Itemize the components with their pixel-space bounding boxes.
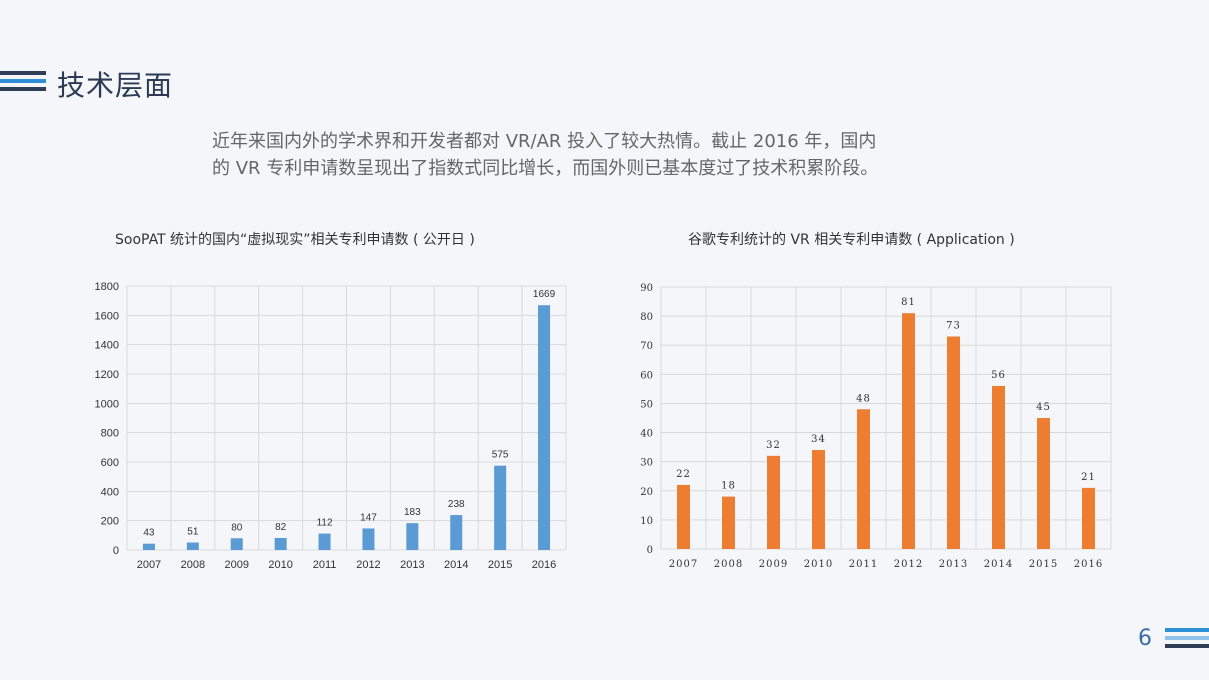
y-tick-label: 1200 [95,369,119,381]
x-tick-label: 2008 [714,559,743,570]
data-label-2008: 51 [187,527,199,538]
footer-decoration-lines [1165,628,1209,652]
bar-2012 [362,528,375,550]
data-label-2016: 1669 [533,289,556,300]
x-tick-label: 2007 [669,559,698,570]
y-tick-label: 400 [101,486,119,498]
bar-2011 [857,409,870,549]
bar-2008 [722,496,735,549]
y-tick-label: 800 [101,428,119,440]
x-tick-label: 2013 [400,559,424,571]
y-tick-label: 200 [101,516,119,528]
y-tick-label: 1000 [95,398,119,410]
x-tick-label: 2011 [313,559,337,571]
y-tick-label: 50 [640,399,653,410]
data-label-2010: 34 [811,434,826,445]
y-tick-label: 10 [640,516,653,527]
y-tick-label: 600 [101,457,119,469]
x-tick-label: 2014 [984,559,1013,570]
data-label-2014: 238 [448,499,465,510]
x-tick-label: 2013 [939,559,968,570]
bar-2007 [142,543,155,550]
data-label-2015: 575 [492,450,509,461]
bar-2012 [902,313,915,549]
data-label-2014: 56 [991,370,1006,381]
y-tick-label: 1400 [95,340,119,352]
y-tick-label: 40 [640,429,653,440]
bar-2016 [1082,487,1095,549]
bar-2015 [1037,418,1050,549]
x-tick-label: 2014 [444,559,468,571]
y-tick-label: 60 [640,370,653,381]
bar-2015 [494,465,507,550]
bar-2014 [450,515,463,550]
x-tick-label: 2015 [1029,559,1058,570]
data-label-2012: 147 [360,512,377,523]
x-tick-label: 2007 [137,559,161,571]
page-title: 技术层面 [57,69,174,102]
page-number: 6 [1138,626,1152,651]
y-tick-label: 90 [640,283,653,294]
data-label-2007: 22 [676,469,691,480]
x-tick-label: 2012 [356,559,380,571]
intro-paragraph: 近年来国内外的学术界和开发者都对 VR/AR 投入了较大热情。截止 2016 年… [212,128,1012,182]
right-chart-title: 谷歌专利统计的 VR 相关专利申请数 ( Application ) [688,232,1015,248]
y-tick-label: 0 [113,545,119,557]
y-tick-label: 70 [640,341,653,352]
y-tick-label: 1600 [95,310,119,322]
decoration-line-blue [0,79,46,83]
x-tick-label: 2016 [1074,559,1103,570]
bar-2011 [318,533,331,550]
x-tick-label: 2015 [488,559,512,571]
x-tick-label: 2009 [225,559,249,571]
x-tick-label: 2010 [268,559,292,571]
data-label-2011: 112 [317,518,333,529]
right-bar-chart: 0 10 20 30 40 50 60 70 80 90 22 2007 18 2008 32 2009 34 2… [640,283,1112,570]
x-tick-label: 2010 [804,559,833,570]
data-label-2013: 183 [404,507,421,518]
bar-2009 [230,538,243,550]
y-tick-label: 1800 [95,281,119,293]
y-tick-label: 80 [640,312,653,323]
header-decoration-lines [0,71,46,95]
bar-2016 [538,305,551,550]
intro-line-2: 的 VR 专利申请数呈现出了指数式同比增长，而国外则已基本度过了技术积累阶段。 [212,158,879,179]
data-label-2009: 80 [231,522,243,533]
data-label-2008: 18 [721,481,736,492]
y-tick-label: 0 [647,545,653,556]
y-tick-label: 30 [640,458,653,469]
bar-2008 [186,542,199,550]
x-tick-label: 2016 [532,559,556,571]
x-tick-label: 2009 [759,559,788,570]
left-bar-chart: 0 200 400 600 800 1000 1200 1400 1600 1800 43 2007 5… [95,281,567,571]
bar-2014 [992,385,1005,549]
decoration-line-blue [1165,628,1209,632]
data-label-2011: 48 [856,393,871,404]
decoration-line-dark [1165,644,1209,648]
bar-2013 [406,523,419,550]
data-label-2013: 73 [946,320,961,331]
data-label-2016: 21 [1081,472,1096,483]
x-tick-label: 2012 [894,559,923,570]
bar-2010 [812,450,825,549]
data-label-2009: 32 [766,440,781,451]
decoration-line-light-blue [1165,636,1209,640]
bar-2009 [767,455,780,549]
bar-2013 [947,336,960,549]
decoration-line-dark [0,87,46,91]
decoration-line-dark [0,71,46,75]
data-label-2015: 45 [1036,402,1051,413]
y-tick-label: 20 [640,487,653,498]
bar-2010 [274,537,287,550]
data-label-2010: 82 [275,522,287,533]
x-tick-label: 2008 [181,559,205,571]
x-tick-label: 2011 [849,559,878,570]
left-chart-title: SooPAT 统计的国内“虚拟现实”相关专利申请数 ( 公开日 ) [115,232,475,248]
data-label-2012: 81 [901,297,916,308]
intro-line-1: 近年来国内外的学术界和开发者都对 VR/AR 投入了较大热情。截止 2016 年… [212,131,877,152]
bar-2007 [677,484,690,549]
data-label-2007: 43 [143,528,155,539]
